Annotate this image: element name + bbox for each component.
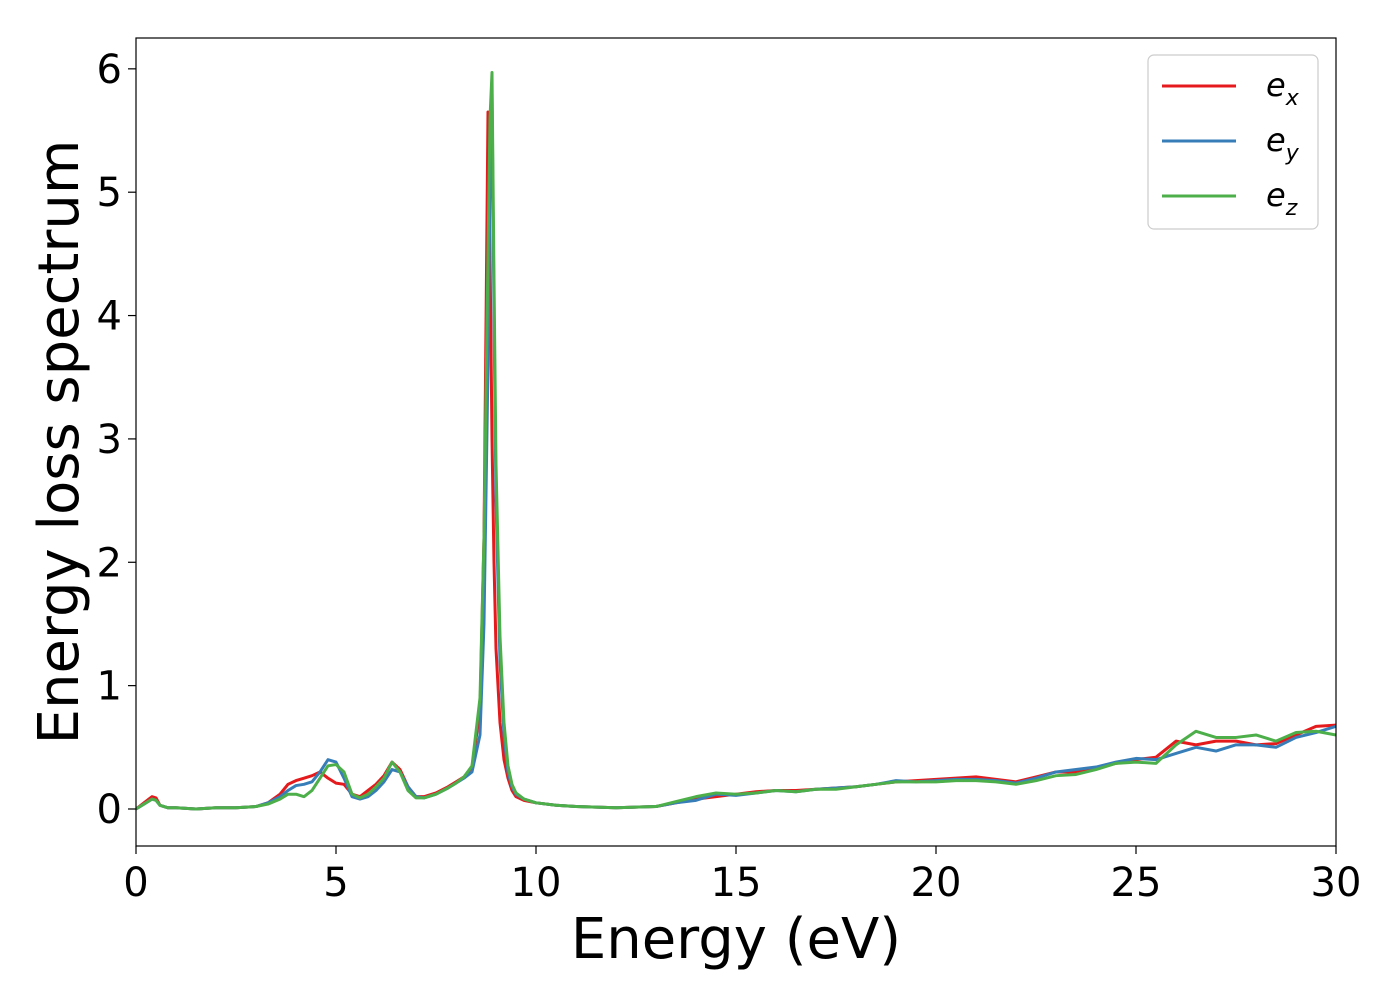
x-tick-label: 10 [511,860,562,906]
legend-label-ex: ex [1266,66,1300,111]
y-axis-title: Energy loss spectrum [27,140,92,745]
y-tick-label: 2 [97,540,122,586]
x-tick-label: 20 [911,860,962,906]
x-tick-label: 30 [1311,860,1362,906]
y-tick-label: 1 [97,664,122,710]
series-line-ez [136,71,1336,811]
legend-label-ez: ez [1266,176,1298,221]
x-tick-label: 0 [123,860,148,906]
y-tick-label: 5 [97,170,122,216]
y-tick-label: 0 [97,787,122,833]
legend-label-ey: ey [1266,121,1300,166]
series-layer [136,71,1336,811]
x-tick-label: 25 [1111,860,1162,906]
y-axis: 0 1 2 3 4 5 6 [97,47,136,833]
x-tick-label: 5 [323,860,348,906]
x-axis-title: Energy (eV) [571,907,901,972]
legend: ex ey ez [1147,54,1319,230]
y-tick-label: 4 [97,294,122,340]
x-tick-label: 15 [711,860,762,906]
y-tick-label: 6 [97,47,122,93]
x-axis: 0 5 10 15 20 25 30 [123,846,1361,906]
y-tick-label: 3 [97,417,122,463]
